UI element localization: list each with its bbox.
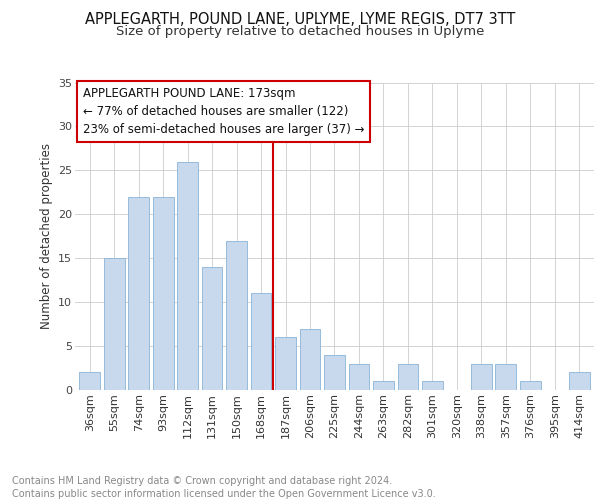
Bar <box>398 364 418 390</box>
Bar <box>275 338 296 390</box>
Bar <box>569 372 590 390</box>
Bar <box>128 196 149 390</box>
Bar <box>299 328 320 390</box>
Bar <box>520 381 541 390</box>
Bar <box>79 372 100 390</box>
Bar <box>324 355 345 390</box>
Bar <box>251 294 271 390</box>
Bar <box>422 381 443 390</box>
Bar <box>373 381 394 390</box>
Bar <box>153 196 173 390</box>
Text: APPLEGARTH, POUND LANE, UPLYME, LYME REGIS, DT7 3TT: APPLEGARTH, POUND LANE, UPLYME, LYME REG… <box>85 12 515 28</box>
Bar <box>202 267 223 390</box>
Text: Contains HM Land Registry data © Crown copyright and database right 2024.: Contains HM Land Registry data © Crown c… <box>12 476 392 486</box>
Bar <box>177 162 198 390</box>
Text: Size of property relative to detached houses in Uplyme: Size of property relative to detached ho… <box>116 25 484 38</box>
Bar <box>349 364 370 390</box>
Bar <box>496 364 516 390</box>
Text: APPLEGARTH POUND LANE: 173sqm
← 77% of detached houses are smaller (122)
23% of : APPLEGARTH POUND LANE: 173sqm ← 77% of d… <box>83 87 364 136</box>
Bar <box>104 258 125 390</box>
Text: Contains public sector information licensed under the Open Government Licence v3: Contains public sector information licen… <box>12 489 436 499</box>
Y-axis label: Number of detached properties: Number of detached properties <box>40 143 53 329</box>
Bar <box>226 240 247 390</box>
Bar <box>471 364 492 390</box>
